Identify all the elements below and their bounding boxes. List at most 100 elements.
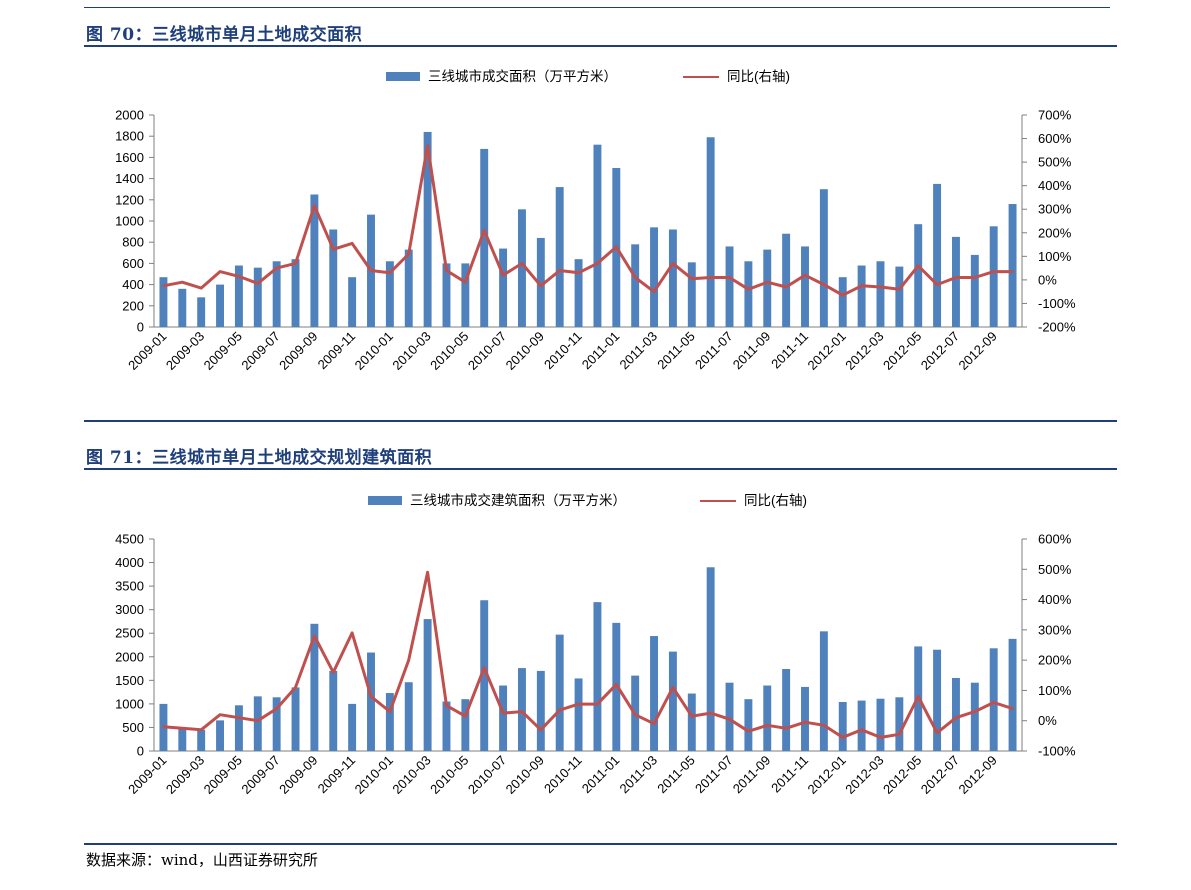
bar — [499, 248, 508, 327]
yoy-point — [369, 269, 373, 272]
yoy-point — [445, 704, 448, 707]
yoy-point — [369, 695, 373, 698]
source-rule — [84, 843, 1117, 845]
bar — [970, 254, 979, 327]
bar — [801, 246, 809, 327]
bar — [706, 567, 715, 751]
left-axis-tick-label: 1800 — [115, 129, 144, 144]
bar — [517, 668, 526, 751]
bar — [536, 237, 545, 327]
yoy-point — [671, 686, 675, 689]
figure-70-title: 图 70：三线城市单月土地成交面积 — [86, 25, 363, 45]
x-axis-tick-label: 2011-11 — [768, 753, 811, 796]
x-axis-tick-label: 2010-11 — [541, 753, 585, 797]
bar — [650, 636, 659, 751]
yoy-line — [163, 570, 1014, 739]
left-axis-tick-label: 1400 — [115, 171, 144, 186]
yoy-point — [350, 631, 354, 635]
yoy-point — [426, 144, 429, 147]
yoy-point — [1011, 707, 1014, 710]
yoy-point — [313, 634, 316, 638]
right-axis-tick-label: -100% — [1038, 744, 1076, 759]
yoy-point — [520, 262, 524, 265]
figure-71-title: 图 71：三线城市单月土地成交规划建筑面积 — [86, 448, 433, 468]
yoy-point — [652, 722, 656, 725]
yoy-point — [218, 270, 222, 273]
right-axis-tick-label: 400% — [1038, 592, 1072, 607]
bar — [385, 693, 394, 751]
x-axis-tick-label: 2012-05 — [880, 753, 924, 797]
yoy-point — [803, 273, 807, 277]
yoy-point — [501, 711, 505, 715]
yoy-point — [520, 710, 524, 713]
yoy-point — [992, 701, 995, 704]
bar — [631, 244, 640, 327]
yoy-point — [539, 728, 543, 731]
x-axis-tick-label: 2010-01 — [352, 753, 396, 797]
bar — [819, 189, 828, 327]
legend-bar-label: 三线城市成交面积（万平方米） — [428, 68, 617, 84]
yoy-point — [464, 714, 467, 718]
bar — [423, 619, 432, 751]
bar — [914, 224, 923, 327]
left-axis-tick-label: 0 — [137, 320, 144, 335]
yoy-point — [992, 270, 995, 273]
yoy-point — [898, 733, 901, 736]
yoy-point — [917, 264, 920, 267]
bar — [197, 297, 206, 327]
bar — [744, 699, 753, 751]
bar — [272, 697, 281, 751]
yoy-point — [954, 276, 958, 279]
bar — [367, 652, 375, 751]
x-axis-tick-label: 2012-01 — [805, 753, 849, 797]
x-axis-tick-label: 2010-09 — [503, 329, 547, 373]
yoy-point — [973, 710, 977, 713]
yoy-point — [747, 288, 750, 291]
x-axis-tick-label: 2011-07 — [692, 753, 736, 797]
bar — [876, 698, 885, 751]
bar — [895, 266, 904, 327]
bar — [895, 697, 904, 751]
x-axis-tick-label: 2009-09 — [276, 753, 320, 797]
bar — [291, 687, 300, 751]
x-axis-tick-label: 2011-11 — [768, 329, 811, 372]
bar — [933, 649, 942, 751]
yoy-point — [294, 686, 297, 689]
yoy-point — [709, 711, 712, 715]
right-axis-tick-label: 100% — [1038, 249, 1072, 264]
left-axis-tick-label: 4500 — [115, 532, 144, 547]
right-axis-tick-label: 300% — [1038, 202, 1072, 217]
left-axis-tick-label: 2000 — [115, 108, 144, 123]
bar — [668, 229, 677, 327]
yoy-point — [256, 282, 259, 285]
bar — [178, 288, 187, 327]
bar — [517, 209, 526, 327]
yoy-point — [728, 276, 731, 279]
bar — [593, 602, 602, 751]
x-axis-tick-label: 2010-07 — [465, 329, 509, 373]
yoy-point — [728, 718, 731, 721]
bar — [819, 631, 828, 751]
yoy-point — [181, 727, 184, 730]
right-axis-tick-label: 0% — [1038, 272, 1057, 287]
yoy-point — [633, 713, 637, 716]
x-axis-tick-label: 2011-05 — [654, 753, 698, 797]
bar — [159, 277, 168, 327]
bar — [801, 686, 809, 751]
x-axis-tick-label: 2012-05 — [880, 329, 924, 373]
left-axis-tick-label: 1200 — [115, 192, 144, 207]
yoy-point — [577, 702, 580, 706]
bar — [216, 720, 225, 751]
bar — [178, 728, 187, 751]
yoy-point — [558, 269, 561, 272]
x-axis-tick-label: 2010-03 — [389, 329, 433, 373]
yoy-point — [860, 728, 863, 731]
bar — [348, 277, 357, 327]
x-axis-tick-label: 2010-11 — [541, 329, 585, 373]
bar — [782, 233, 791, 327]
x-axis-tick-label: 2012-01 — [805, 329, 849, 373]
yoy-point — [350, 242, 354, 245]
bar — [574, 678, 583, 751]
left-axis-tick-label: 3000 — [115, 602, 144, 617]
bar — [555, 187, 564, 327]
